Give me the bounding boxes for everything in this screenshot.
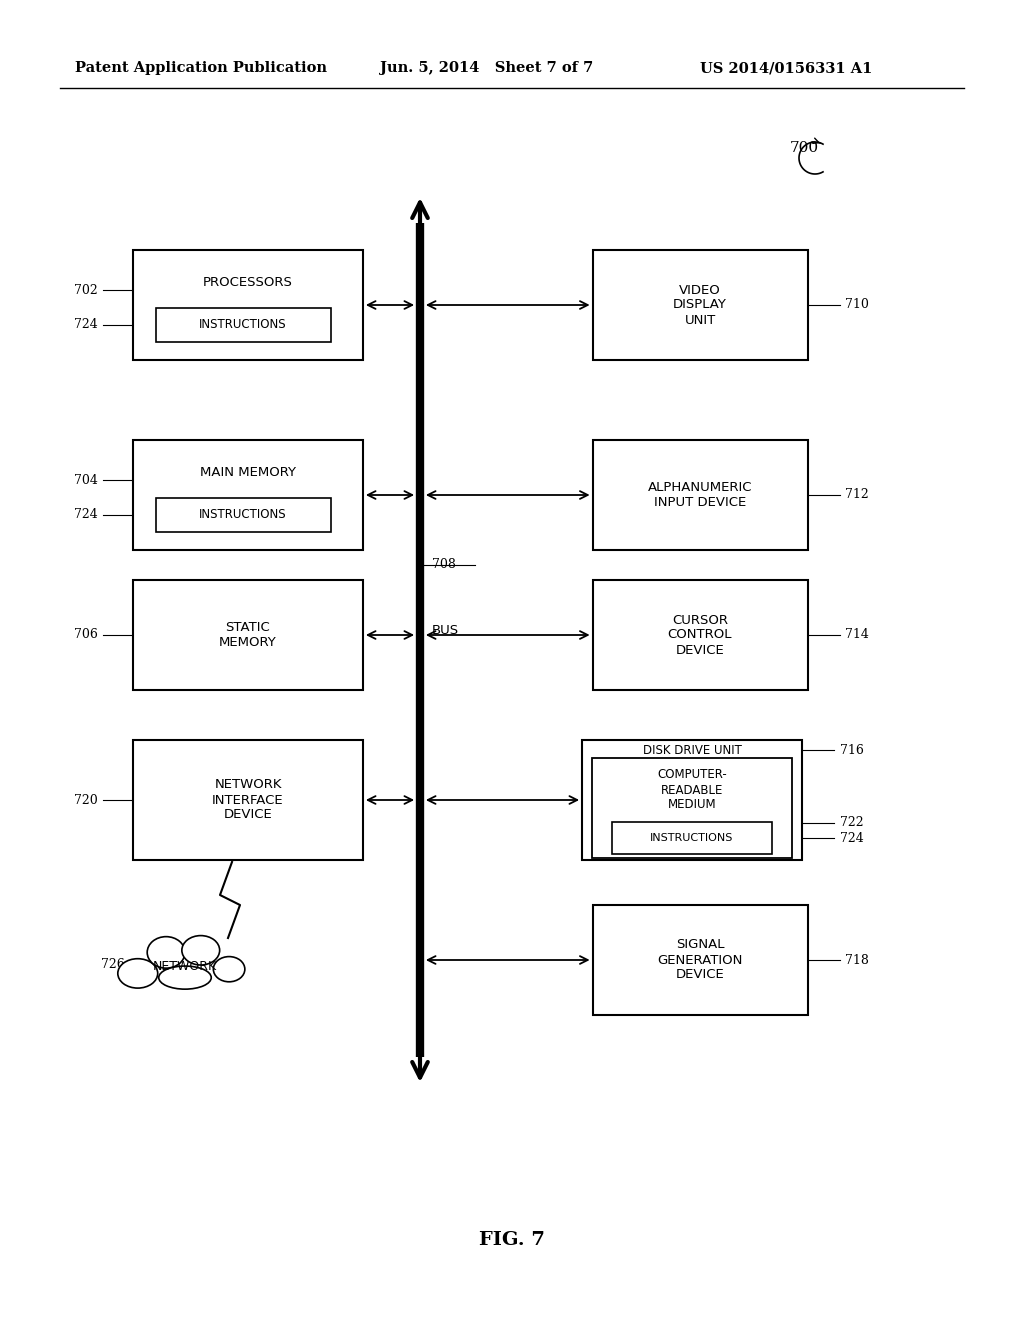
Text: 704: 704 <box>74 474 98 487</box>
Text: 710: 710 <box>846 298 869 312</box>
Bar <box>593 440 808 550</box>
Bar <box>593 906 808 1015</box>
Text: 726: 726 <box>101 958 125 972</box>
Bar <box>133 579 362 690</box>
Text: 722: 722 <box>840 817 863 829</box>
Text: Jun. 5, 2014   Sheet 7 of 7: Jun. 5, 2014 Sheet 7 of 7 <box>380 61 593 75</box>
Ellipse shape <box>147 937 185 968</box>
Text: 700: 700 <box>790 141 819 154</box>
Text: BUS: BUS <box>432 623 459 636</box>
Ellipse shape <box>159 966 211 989</box>
Text: 724: 724 <box>840 832 864 845</box>
Text: CURSOR
CONTROL
DEVICE: CURSOR CONTROL DEVICE <box>668 614 732 656</box>
Bar <box>133 440 362 550</box>
Text: PROCESSORS: PROCESSORS <box>203 276 293 289</box>
Text: DISK DRIVE UNIT: DISK DRIVE UNIT <box>643 743 741 756</box>
Text: 712: 712 <box>846 488 869 502</box>
Bar <box>156 308 331 342</box>
Bar <box>133 249 362 360</box>
Ellipse shape <box>182 936 220 965</box>
Text: 724: 724 <box>75 508 98 521</box>
Text: INSTRUCTIONS: INSTRUCTIONS <box>650 833 733 843</box>
Bar <box>582 741 802 861</box>
Text: MAIN MEMORY: MAIN MEMORY <box>200 466 296 479</box>
Text: NETWORK
INTERFACE
DEVICE: NETWORK INTERFACE DEVICE <box>212 779 284 821</box>
Text: VIDEO
DISPLAY
UNIT: VIDEO DISPLAY UNIT <box>673 284 727 326</box>
Text: 702: 702 <box>75 284 98 297</box>
Text: INSTRUCTIONS: INSTRUCTIONS <box>200 508 287 521</box>
Text: 718: 718 <box>846 953 869 966</box>
Text: 706: 706 <box>74 628 98 642</box>
Bar <box>612 822 772 854</box>
Text: NETWORK: NETWORK <box>153 961 217 974</box>
Bar <box>593 579 808 690</box>
Text: US 2014/0156331 A1: US 2014/0156331 A1 <box>700 61 872 75</box>
Text: SIGNAL
GENERATION
DEVICE: SIGNAL GENERATION DEVICE <box>657 939 742 982</box>
Ellipse shape <box>118 958 158 989</box>
Bar <box>133 741 362 861</box>
Text: 708: 708 <box>432 558 456 572</box>
Text: FIG. 7: FIG. 7 <box>479 1232 545 1249</box>
Text: Patent Application Publication: Patent Application Publication <box>75 61 327 75</box>
Bar <box>593 249 808 360</box>
Text: 720: 720 <box>75 793 98 807</box>
Text: 724: 724 <box>75 318 98 331</box>
Bar <box>156 498 331 532</box>
Text: INSTRUCTIONS: INSTRUCTIONS <box>200 318 287 331</box>
Bar <box>592 758 792 858</box>
Text: COMPUTER-
READABLE
MEDIUM: COMPUTER- READABLE MEDIUM <box>657 768 727 812</box>
Text: STATIC
MEMORY: STATIC MEMORY <box>219 620 276 649</box>
Text: ALPHANUMERIC
INPUT DEVICE: ALPHANUMERIC INPUT DEVICE <box>648 480 753 510</box>
Ellipse shape <box>213 957 245 982</box>
Text: 714: 714 <box>846 628 869 642</box>
Text: 716: 716 <box>840 743 864 756</box>
